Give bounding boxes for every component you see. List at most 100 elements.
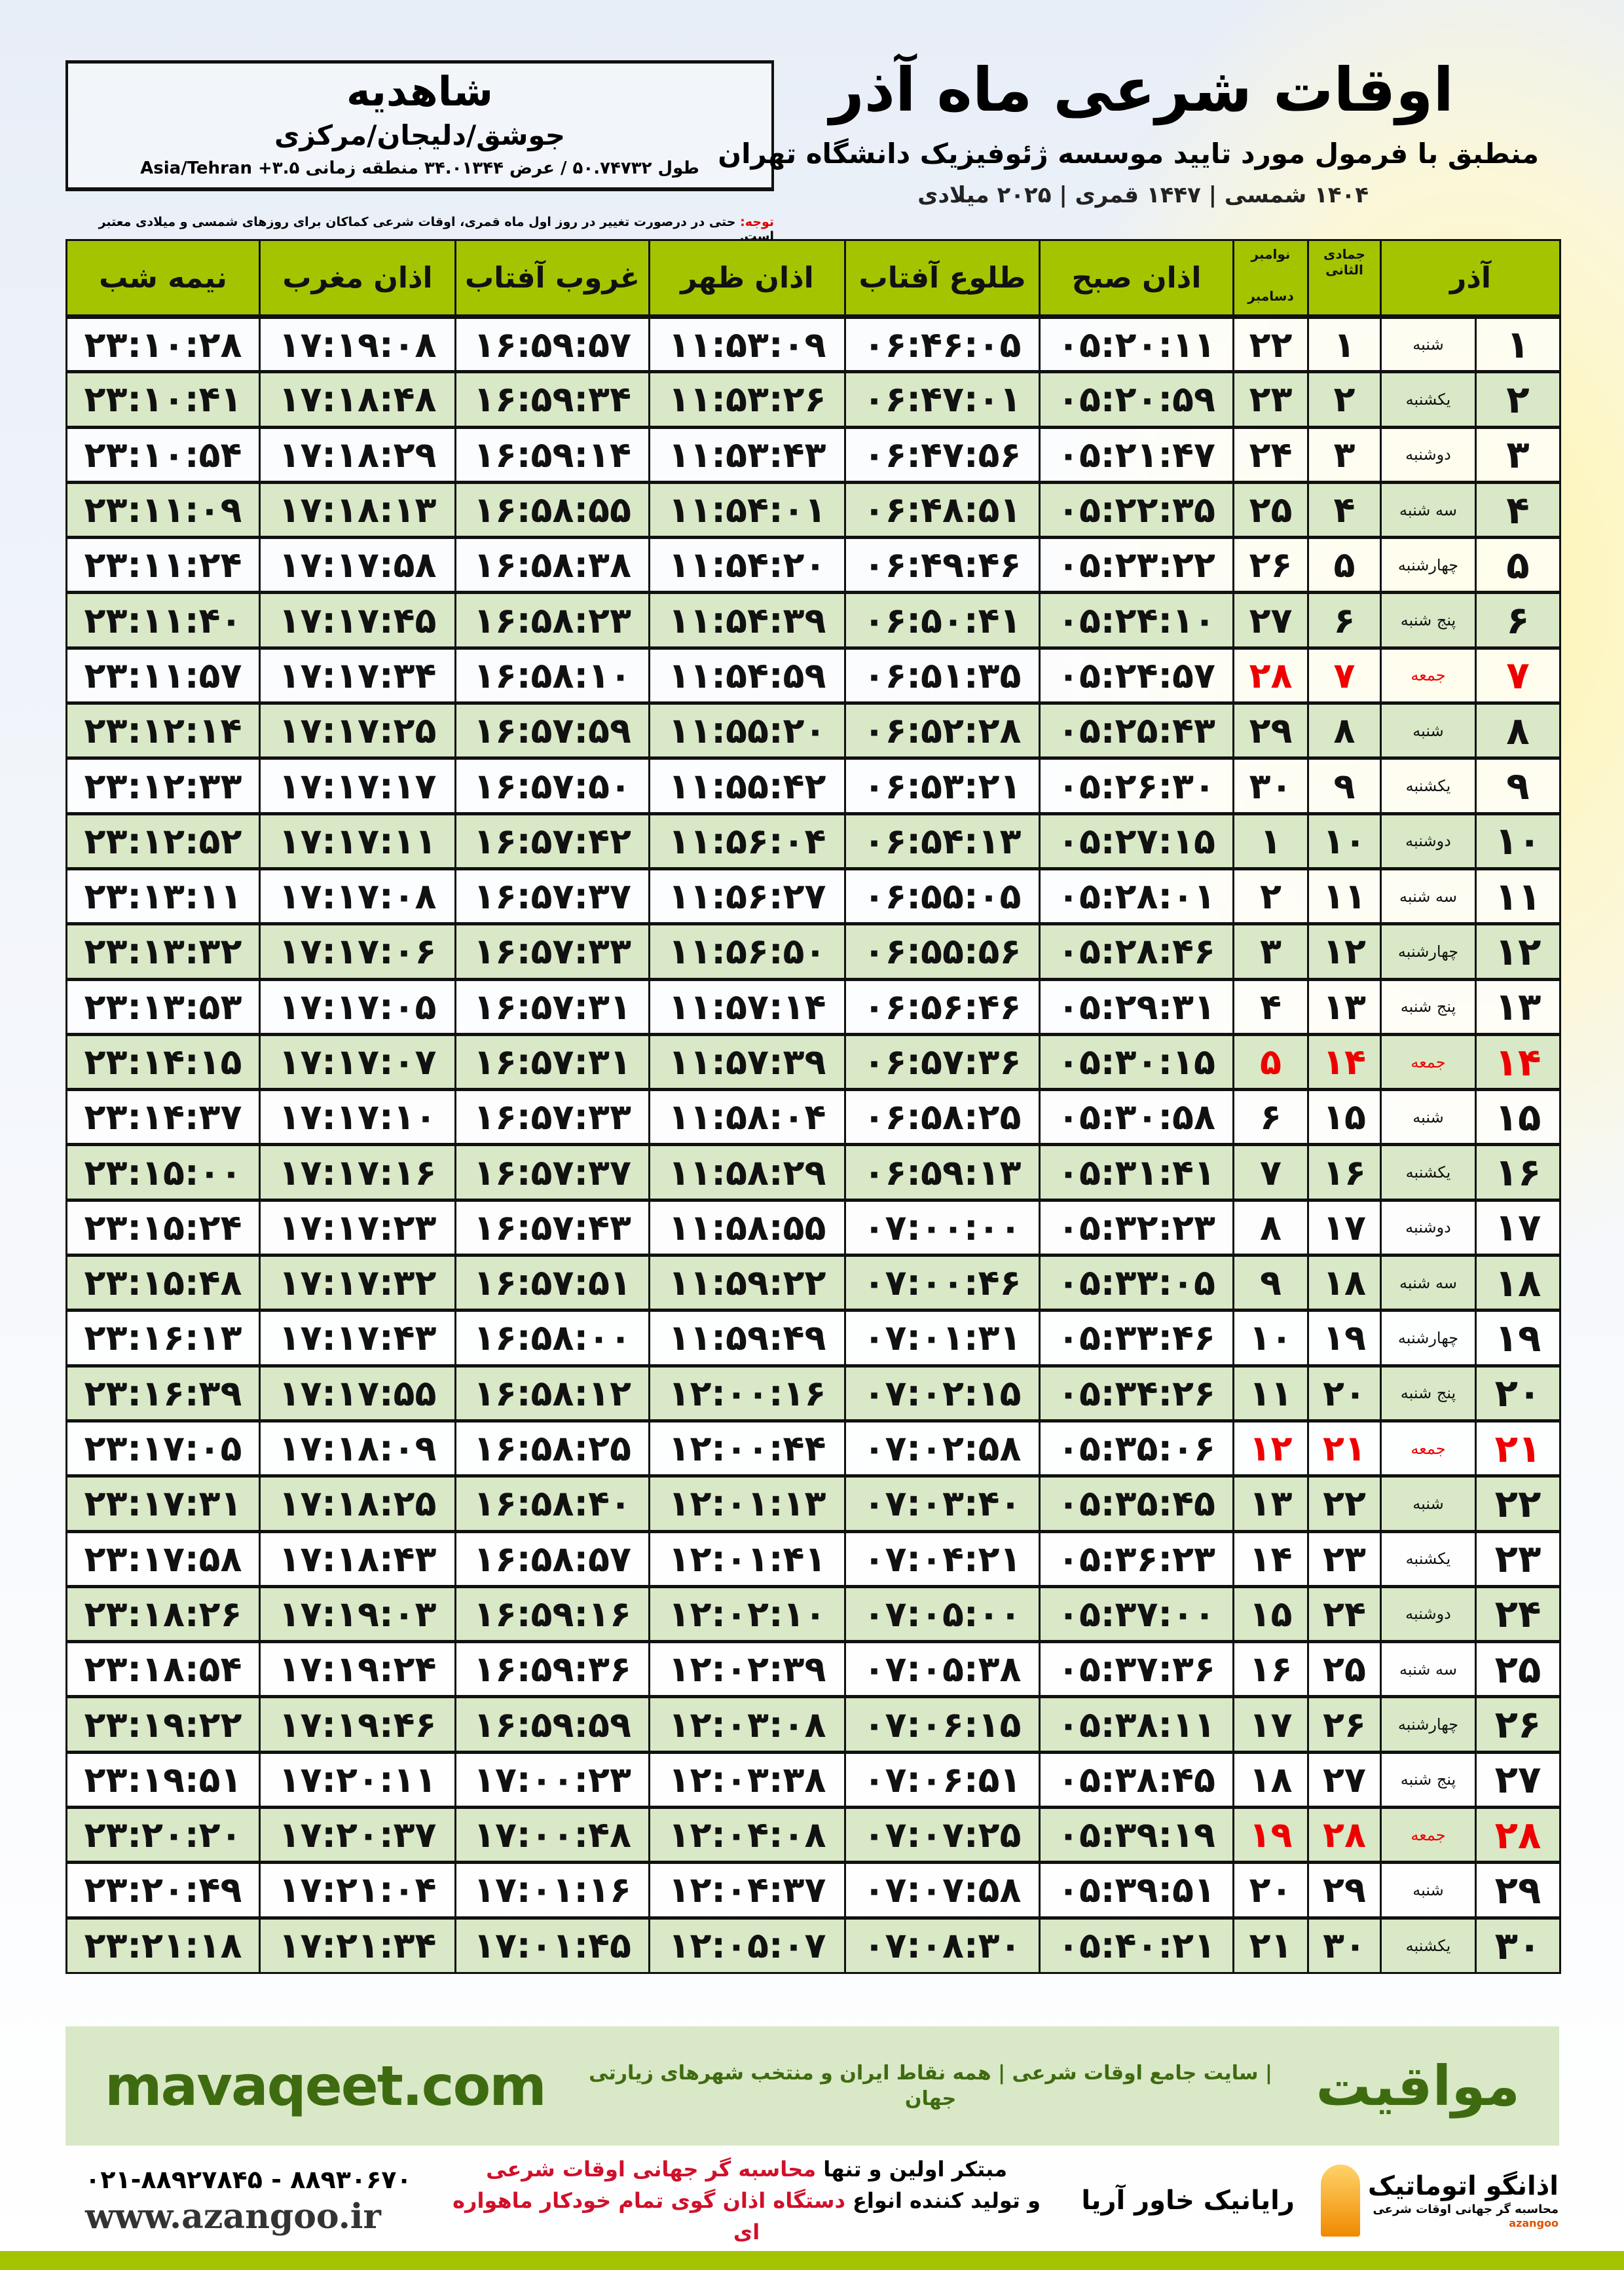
mavaqeet-link[interactable]: mavaqeet.com bbox=[105, 2054, 547, 2118]
maghrib-time: ۱۷:۱۷:۰۵ bbox=[259, 977, 456, 1035]
maghrib-time: ۱۷:۱۷:۲۵ bbox=[259, 701, 456, 760]
weekday: شنبه bbox=[1380, 1861, 1477, 1919]
gregorian-day: ۲۶ bbox=[1232, 536, 1309, 594]
midnight-time: ۲۳:۱۷:۳۱ bbox=[65, 1474, 261, 1533]
hijri-day: ۱۷ bbox=[1307, 1198, 1382, 1257]
midnight-time: ۲۳:۱۸:۵۴ bbox=[65, 1640, 261, 1698]
fajr-time: ۰۵:۳۵:۰۶ bbox=[1039, 1419, 1234, 1478]
midnight-time: ۲۳:۱۶:۳۹ bbox=[65, 1364, 261, 1422]
maghrib-time: ۱۷:۱۷:۰۷ bbox=[259, 1032, 456, 1091]
azar-day: ۷ bbox=[1475, 646, 1561, 705]
gregorian-day: ۲۸ bbox=[1232, 646, 1309, 705]
gregorian-day: ۱۷ bbox=[1232, 1695, 1309, 1753]
maghrib-time: ۱۷:۱۸:۴۳ bbox=[259, 1529, 456, 1588]
weekday: شنبه bbox=[1380, 314, 1477, 373]
weekday: چهارشنبه bbox=[1380, 1695, 1477, 1753]
maghrib-time: ۱۷:۲۱:۳۴ bbox=[259, 1916, 456, 1974]
gregorian-day: ۵ bbox=[1232, 1032, 1309, 1091]
sunrise-time: ۰۶:۴۶:۰۵ bbox=[844, 314, 1041, 373]
gregorian-day: ۱۴ bbox=[1232, 1529, 1309, 1588]
azangoo-logo: اذانگو اتوماتیک محاسبه گر جهانی اوقات شر… bbox=[1320, 2165, 1559, 2237]
dhuhr-time: ۱۱:۵۳:۴۳ bbox=[648, 425, 846, 483]
sunset-time: ۱۶:۵۸:۲۳ bbox=[454, 591, 650, 649]
hijri-day: ۲۶ bbox=[1307, 1695, 1382, 1753]
table-row: ۱۴ جمعه ۱۴ ۵ ۰۵:۳۰:۱۵ ۰۶:۵۷:۳۶ ۱۱:۵۷:۳۹ ۱۶:۵۷:۳… bbox=[65, 1032, 1561, 1091]
contact-info: ۰۲۱-۸۸۹۲۷۸۴۵ - ۸۸۹۳۰۶۷۰ www.azangoo.ir bbox=[85, 2164, 412, 2237]
sunrise-time: ۰۶:۵۱:۳۵ bbox=[844, 646, 1041, 705]
midnight-time: ۲۳:۱۰:۲۸ bbox=[65, 314, 261, 373]
dhuhr-time: ۱۱:۵۴:۲۰ bbox=[648, 536, 846, 594]
gregorian-day: ۱۱ bbox=[1232, 1364, 1309, 1422]
sunrise-time: ۰۶:۵۲:۲۸ bbox=[844, 701, 1041, 760]
table-row: ۲۹ شنبه ۲۹ ۲۰ ۰۵:۳۹:۵۱ ۰۷:۰۷:۵۸ ۱۲:۰۴:۳۷ ۱۷:۰۱:… bbox=[65, 1861, 1561, 1919]
note-label: توجه: bbox=[740, 215, 774, 229]
azar-day: ۱۶ bbox=[1475, 1143, 1561, 1201]
fajr-time: ۰۵:۳۸:۱۱ bbox=[1039, 1695, 1234, 1753]
table-row: ۴ سه شنبه ۴ ۲۵ ۰۵:۲۲:۳۵ ۰۶:۴۸:۵۱ ۱۱:۵۴:۰۱ ۱۶:۵۸… bbox=[65, 480, 1561, 539]
midnight-time: ۲۳:۱۲:۵۲ bbox=[65, 811, 261, 870]
gregorian-day: ۲۱ bbox=[1232, 1916, 1309, 1974]
hijri-day: ۲۲ bbox=[1307, 1474, 1382, 1533]
header-azar: آذر bbox=[1380, 239, 1561, 319]
sunset-time: ۱۶:۵۹:۳۶ bbox=[454, 1640, 650, 1698]
table-row: ۱۰ دوشنبه ۱۰ ۱ ۰۵:۲۷:۱۵ ۰۶:۵۴:۱۳ ۱۱:۵۶:۰۴ ۱۶:۵۷… bbox=[65, 811, 1561, 870]
table-row: ۶ پنج شنبه ۶ ۲۷ ۰۵:۲۴:۱۰ ۰۶:۵۰:۴۱ ۱۱:۵۴:۳۹ ۱۶:۵… bbox=[65, 591, 1561, 649]
dhuhr-time: ۱۲:۰۲:۱۰ bbox=[648, 1584, 846, 1643]
azangoo-link[interactable]: www.azangoo.ir bbox=[85, 2196, 381, 2237]
gregorian-day: ۲۳ bbox=[1232, 370, 1309, 428]
dhuhr-time: ۱۲:۰۵:۰۷ bbox=[648, 1916, 846, 1974]
sunset-time: ۱۶:۵۷:۳۳ bbox=[454, 922, 650, 980]
hijri-day: ۲۰ bbox=[1307, 1364, 1382, 1422]
dhuhr-time: ۱۲:۰۰:۴۴ bbox=[648, 1419, 846, 1478]
page-title: اوقات شرعی ماه آذر bbox=[829, 55, 1454, 125]
mavaqeet-logo: مواقیت bbox=[1316, 2054, 1520, 2118]
header-maghrib: اذان مغرب bbox=[259, 239, 456, 319]
hijri-day: ۲۷ bbox=[1307, 1750, 1382, 1809]
maghrib-time: ۱۷:۱۷:۱۷ bbox=[259, 756, 456, 815]
maghrib-time: ۱۷:۱۷:۵۵ bbox=[259, 1364, 456, 1422]
maghrib-time: ۱۷:۱۹:۲۴ bbox=[259, 1640, 456, 1698]
dhuhr-time: ۱۱:۵۶:۵۰ bbox=[648, 922, 846, 980]
weekday: پنج شنبه bbox=[1380, 977, 1477, 1035]
azar-day: ۲۴ bbox=[1475, 1584, 1561, 1643]
table-row: ۹ یکشنبه ۹ ۳۰ ۰۵:۲۶:۳۰ ۰۶:۵۳:۲۱ ۱۱:۵۵:۴۲ ۱۶:۵۷:… bbox=[65, 756, 1561, 815]
sunset-time: ۱۶:۵۷:۳۱ bbox=[454, 977, 650, 1035]
table-row: ۲۳ یکشنبه ۲۳ ۱۴ ۰۵:۳۶:۲۳ ۰۷:۰۴:۲۱ ۱۲:۰۱:۴۱ ۱۶:۵… bbox=[65, 1529, 1561, 1588]
dhuhr-time: ۱۱:۵۹:۴۹ bbox=[648, 1309, 846, 1367]
maghrib-time: ۱۷:۱۸:۲۵ bbox=[259, 1474, 456, 1533]
azar-day: ۲۵ bbox=[1475, 1640, 1561, 1698]
table-row: ۲۶ چهارشنبه ۲۶ ۱۷ ۰۵:۳۸:۱۱ ۰۷:۰۶:۱۵ ۱۲:۰۳:۰۸ ۱۶… bbox=[65, 1695, 1561, 1753]
maghrib-time: ۱۷:۲۰:۱۱ bbox=[259, 1750, 456, 1809]
weekday: جمعه bbox=[1380, 646, 1477, 705]
promo-line-1: مبتکر اولین و تنها محاسبه گر جهانی اوقات… bbox=[438, 2153, 1056, 2185]
region-name: جوشق/دلیجان/مرکزی bbox=[274, 119, 565, 151]
header-hijri: جمادی الثانی bbox=[1307, 239, 1382, 319]
sunrise-time: ۰۷:۰۷:۵۸ bbox=[844, 1861, 1041, 1919]
maghrib-time: ۱۷:۲۰:۳۷ bbox=[259, 1806, 456, 1864]
weekday: دوشنبه bbox=[1380, 1584, 1477, 1643]
hijri-day: ۲۸ bbox=[1307, 1806, 1382, 1864]
sunset-time: ۱۶:۵۸:۵۷ bbox=[454, 1529, 650, 1588]
hijri-day: ۲۳ bbox=[1307, 1529, 1382, 1588]
weekday: چهارشنبه bbox=[1380, 922, 1477, 980]
fajr-time: ۰۵:۲۵:۴۳ bbox=[1039, 701, 1234, 760]
table-row: ۳ دوشنبه ۳ ۲۴ ۰۵:۲۱:۴۷ ۰۶:۴۷:۵۶ ۱۱:۵۳:۴۳ ۱۶:۵۹:… bbox=[65, 425, 1561, 483]
table-row: ۱۳ پنج شنبه ۱۳ ۴ ۰۵:۲۹:۳۱ ۰۶:۵۶:۴۶ ۱۱:۵۷:۱۴ ۱۶:… bbox=[65, 977, 1561, 1035]
table-row: ۱۷ دوشنبه ۱۷ ۸ ۰۵:۳۲:۲۳ ۰۷:۰۰:۰۰ ۱۱:۵۸:۵۵ ۱۶:۵۷… bbox=[65, 1198, 1561, 1257]
sunrise-time: ۰۶:۴۷:۵۶ bbox=[844, 425, 1041, 483]
midnight-time: ۲۳:۲۰:۲۰ bbox=[65, 1806, 261, 1864]
sunset-time: ۱۷:۰۰:۲۳ bbox=[454, 1750, 650, 1809]
sunrise-time: ۰۶:۴۷:۰۱ bbox=[844, 370, 1041, 428]
sunset-time: ۱۶:۵۷:۵۱ bbox=[454, 1254, 650, 1312]
fajr-time: ۰۵:۳۳:۴۶ bbox=[1039, 1309, 1234, 1367]
hijri-day: ۲۱ bbox=[1307, 1419, 1382, 1478]
fajr-time: ۰۵:۳۹:۱۹ bbox=[1039, 1806, 1234, 1864]
weekday: سه شنبه bbox=[1380, 866, 1477, 925]
sunset-time: ۱۶:۵۹:۵۹ bbox=[454, 1695, 650, 1753]
dhuhr-time: ۱۱:۵۳:۲۶ bbox=[648, 370, 846, 428]
sunrise-time: ۰۶:۵۷:۳۶ bbox=[844, 1032, 1041, 1091]
dhuhr-time: ۱۱:۵۴:۵۹ bbox=[648, 646, 846, 705]
year-info: ۱۴۰۴ شمسی | ۱۴۴۷ قمری | ۲۰۲۵ میلادی bbox=[917, 182, 1369, 208]
maghrib-time: ۱۷:۱۷:۳۲ bbox=[259, 1254, 456, 1312]
table-row: ۱۹ چهارشنبه ۱۹ ۱۰ ۰۵:۳۳:۴۶ ۰۷:۰۱:۳۱ ۱۱:۵۹:۴۹ ۱۶… bbox=[65, 1309, 1561, 1367]
